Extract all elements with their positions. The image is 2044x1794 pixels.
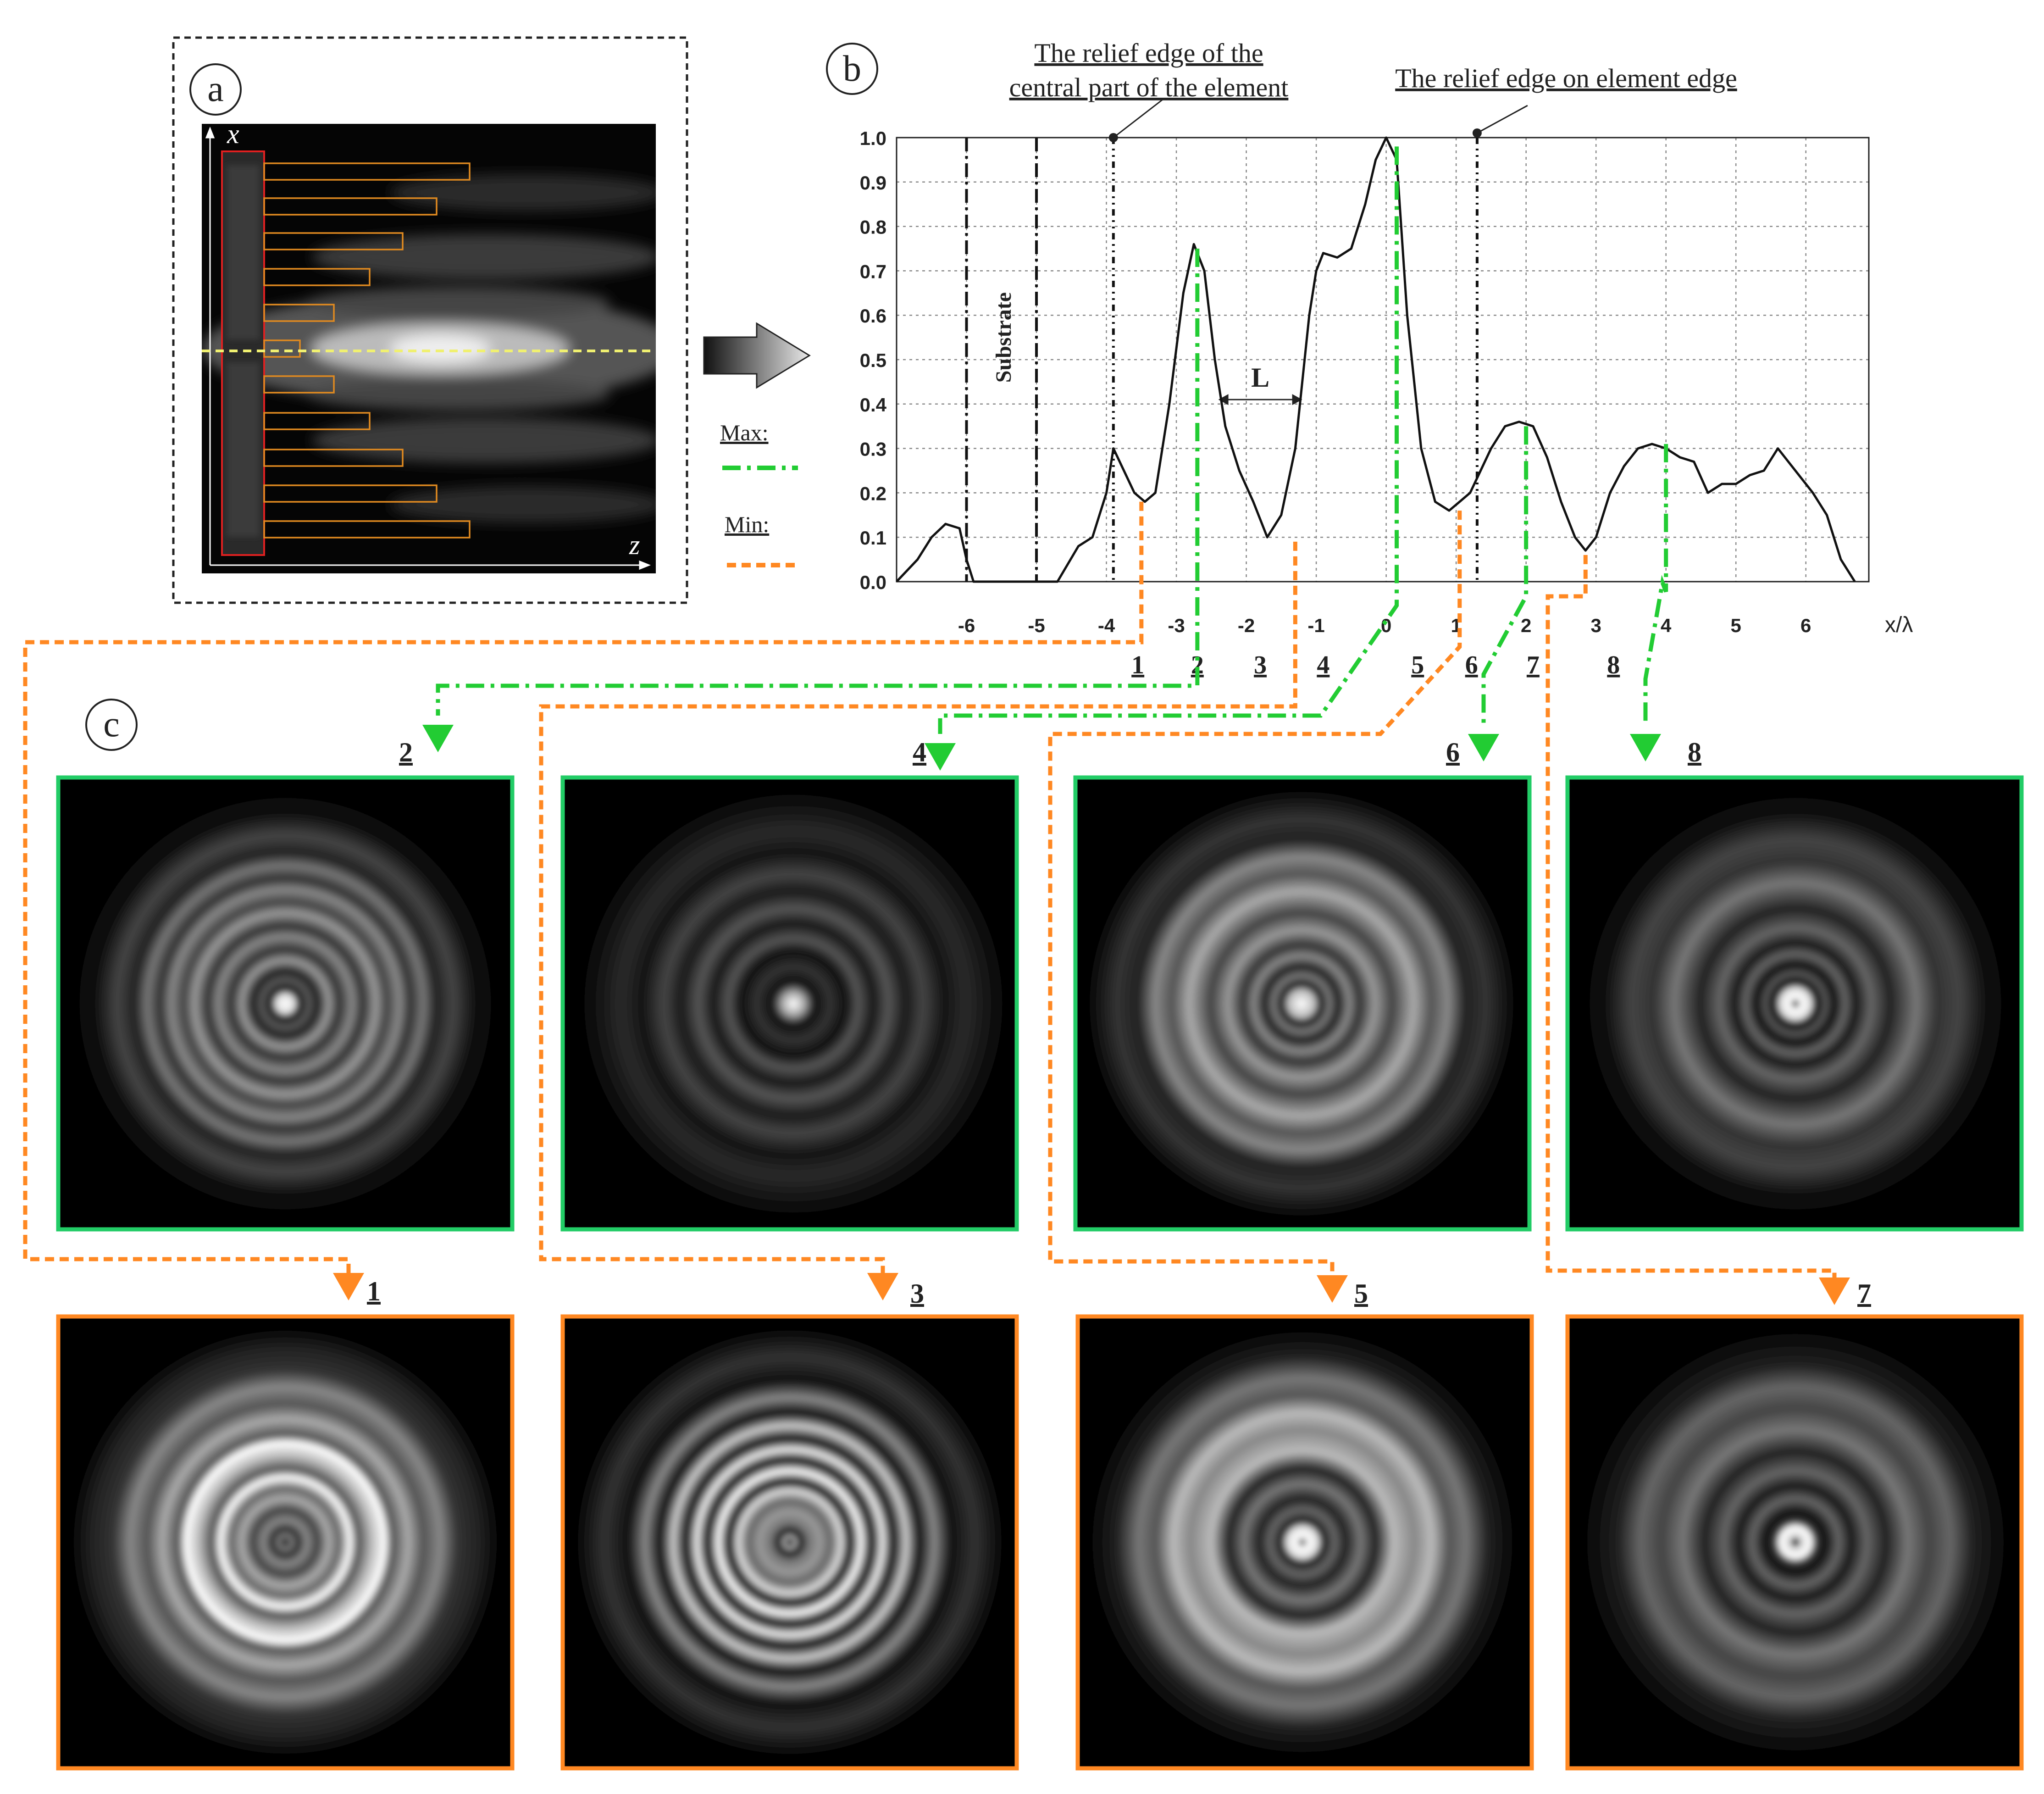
bottom-label-3: 3: [910, 1278, 924, 1309]
annotation-central-pointer: [1113, 98, 1164, 139]
x-tick-label: 4: [1661, 615, 1672, 636]
pattern-6: [1073, 775, 1532, 1232]
pattern-1: [56, 1314, 515, 1771]
panel-c-label-circle: [85, 699, 138, 751]
x-tick-label: -2: [1238, 615, 1255, 636]
panel-b: b 0.0 0.1 0.2 0.3 0.4 0.5 0.6 0.7 0.8 0.9 1.0 -6 -5 -…: [720, 38, 1913, 679]
period-label: L: [1251, 362, 1269, 393]
panel-a-axis-z-label: z: [629, 530, 640, 560]
annotation-central-line1: The relief edge of the: [1034, 38, 1263, 68]
y-tick-label: 0.4: [860, 394, 887, 416]
connector-max-2: [436, 249, 1200, 716]
x-tick-label: 3: [1591, 615, 1601, 636]
arrow-max-8: [1630, 734, 1661, 761]
panel-b-chart: 0.0 0.1 0.2 0.3 0.4 0.5 0.6 0.7 0.8 0.9 1.0 -6 -5 -4 -…: [860, 98, 1913, 679]
plot-frame: [896, 137, 1870, 583]
x-tick-label: -5: [1028, 615, 1045, 636]
pattern-5: [1075, 1314, 1534, 1771]
pattern-8: [1565, 775, 2024, 1232]
x-tick-label: 5: [1731, 615, 1741, 636]
arrow-min-1: [333, 1273, 364, 1300]
x-tick-label: 6: [1800, 615, 1811, 636]
period-arrowhead-right: [1292, 394, 1302, 405]
y-tick-label: 0.1: [860, 527, 886, 549]
legend-max-label: Max:: [720, 420, 769, 445]
panel-a-axes: [205, 126, 651, 570]
y-tick-label: 0.7: [860, 261, 886, 282]
bottom-label-1: 1: [367, 1276, 381, 1306]
panel-b-label: b: [843, 49, 861, 89]
y-tick-label: 0.9: [860, 172, 886, 194]
annotation-edge: The relief edge on element edge: [1395, 63, 1737, 93]
point-number: 4: [1317, 651, 1329, 679]
x-tick-label: 0: [1381, 615, 1391, 636]
intensity-curve: [896, 136, 1856, 583]
panel-c: c: [56, 699, 2024, 1771]
point-number: 7: [1527, 651, 1540, 679]
x-tick-label: -3: [1168, 615, 1185, 636]
arrow-min-3: [867, 1273, 898, 1300]
point-number: 1: [1131, 651, 1144, 679]
top-row-labels: 2 4 6 8: [399, 737, 1701, 767]
connector-lines: [23, 146, 1850, 1305]
x-tick-label: -4: [1098, 615, 1115, 636]
panel-a-field-image: [202, 124, 656, 573]
panel-a-dashed-frame: [172, 36, 688, 604]
point-number: 8: [1607, 651, 1620, 679]
y-tick-label: 0.6: [860, 305, 886, 327]
annotation-edge-pointer: [1477, 105, 1528, 134]
panel-b-label-circle: [826, 43, 878, 95]
bottom-row-labels: 1 3 5 7: [367, 1276, 1871, 1309]
panel-a-label-circle: [189, 63, 242, 116]
y-tick-label: 0.8: [860, 217, 886, 238]
annotation-central-dot: [1108, 133, 1118, 142]
connector-max-4: [938, 146, 1399, 734]
x-tick-label: -1: [1307, 615, 1324, 636]
point-number: 6: [1465, 651, 1478, 679]
arrow-max-4: [925, 743, 956, 771]
y-tick-label: 0.5: [860, 350, 886, 371]
connector-min-7: [1545, 555, 1837, 1277]
panel-a-relief-rects: [263, 162, 471, 539]
pattern-7: [1565, 1314, 2024, 1771]
annotation-edge-dot: [1472, 128, 1482, 138]
connector-min-5: [1048, 511, 1462, 1273]
panel-c-label: c: [103, 704, 120, 744]
arrow-min-5: [1317, 1275, 1348, 1303]
y-tick-label: 0.0: [860, 572, 886, 593]
bottom-label-7: 7: [1857, 1278, 1871, 1309]
period-arrowhead-left: [1218, 394, 1229, 405]
annotation-central-line2: central part of the element: [1009, 72, 1289, 102]
top-label-8: 8: [1688, 737, 1701, 767]
panel-a-to-b-arrow: [703, 322, 811, 389]
arrow-max-2: [422, 725, 454, 752]
point-number: 5: [1411, 651, 1424, 679]
x-tick-label: -6: [958, 615, 975, 636]
x-tick-label: 2: [1521, 615, 1531, 636]
arrow-min-7: [1819, 1277, 1850, 1305]
y-tick-label: 0.3: [860, 439, 886, 460]
panel-a: a: [172, 36, 688, 604]
pattern-4: [560, 775, 1019, 1232]
point-number: 3: [1254, 651, 1267, 679]
y-tick-label: 1.0: [860, 128, 886, 149]
y-tick-label: 0.2: [860, 483, 886, 504]
top-label-4: 4: [913, 737, 926, 767]
panel-a-label: a: [207, 69, 224, 109]
top-label-2: 2: [399, 737, 413, 767]
top-label-6: 6: [1446, 737, 1460, 767]
arrow-max-6: [1468, 734, 1499, 761]
pattern-2: [56, 775, 515, 1232]
bottom-label-5: 5: [1354, 1278, 1368, 1309]
panel-a-axis-x-label: x: [227, 119, 239, 149]
pattern-3: [560, 1314, 1019, 1771]
legend-min-label: Min:: [725, 511, 769, 537]
x-axis-label: x/λ: [1885, 613, 1913, 637]
connector-max-6: [1481, 426, 1529, 725]
connector-max-8: [1643, 444, 1668, 725]
connector-min-3: [539, 541, 1297, 1273]
substrate-label: Substrate: [992, 292, 1016, 383]
